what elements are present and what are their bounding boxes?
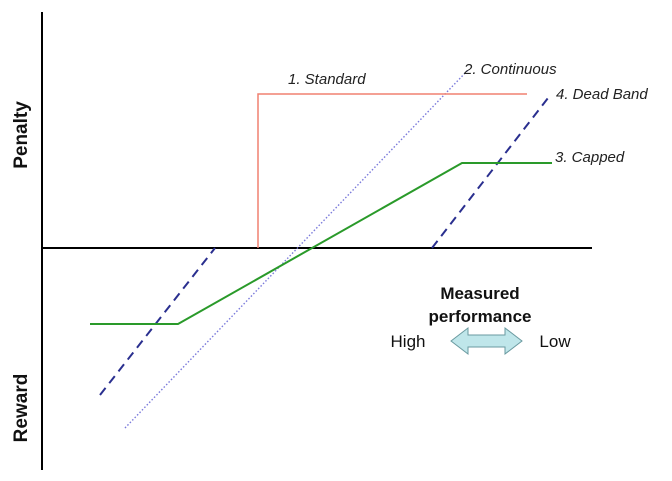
capped-curve-label: 3. Capped: [555, 149, 625, 166]
continuous-curve: [124, 69, 469, 429]
performance-low-label: Low: [539, 332, 571, 351]
y-axis-top-label: Penalty: [11, 101, 32, 169]
double-arrow-icon: [450, 326, 523, 356]
y-axis-bottom-label: Reward: [11, 374, 32, 443]
performance-high-label: High: [391, 332, 426, 351]
performance-title-line2: performance: [429, 307, 532, 326]
performance-title-line1: Measured: [440, 284, 519, 303]
capped-curve: [90, 162, 552, 325]
standard-curve: [257, 93, 527, 248]
continuous-curve-label: 2. Continuous: [463, 61, 557, 78]
standard-curve-label: 1. Standard: [288, 71, 366, 88]
dead-band-curve-upper: [431, 97, 549, 249]
dead-band-curve-label: 4. Dead Band: [556, 86, 648, 103]
dead-band-curve-lower: [99, 247, 216, 396]
